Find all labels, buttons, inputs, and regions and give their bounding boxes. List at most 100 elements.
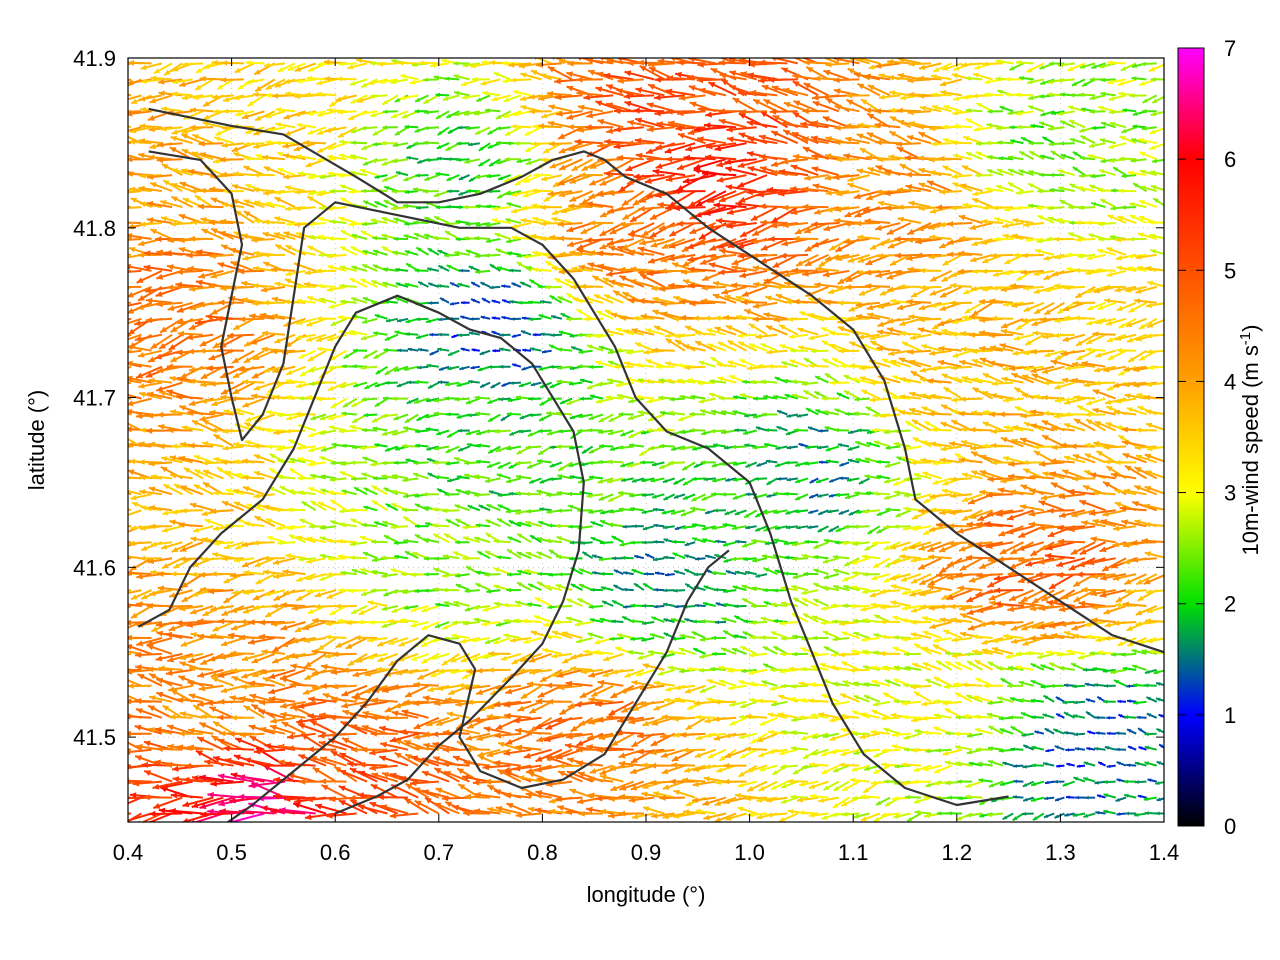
wind-arrow <box>637 748 665 755</box>
wind-arrow <box>197 668 224 678</box>
wind-arrow <box>955 715 973 720</box>
colorbar-tick-label: 6 <box>1224 147 1236 172</box>
wind-arrow <box>947 811 962 816</box>
wind-arrow <box>132 780 162 787</box>
wind-arrow <box>942 700 962 706</box>
wind-arrow <box>818 712 840 719</box>
wind-arrow <box>1030 796 1045 802</box>
wind-arrow <box>128 683 152 689</box>
x-tick-label: 0.4 <box>113 840 144 865</box>
wind-arrow <box>740 700 758 709</box>
y-axis-title: latitude (°) <box>24 390 49 491</box>
wind-arrow <box>832 681 850 687</box>
wind-arrow <box>977 761 993 767</box>
wind-arrow <box>1055 696 1065 703</box>
wind-arrow <box>187 744 214 751</box>
wind-arrow <box>841 780 860 792</box>
wind-arrow <box>860 794 880 800</box>
wind-arrow <box>414 799 440 815</box>
wind-arrow <box>504 712 532 719</box>
wind-arrow <box>870 729 891 735</box>
wind-arrow <box>1062 700 1075 705</box>
wind-arrow <box>871 709 891 719</box>
wind-arrow <box>1126 699 1137 703</box>
wind-arrow <box>457 682 480 689</box>
wind-arrow <box>975 747 993 752</box>
wind-arrow <box>289 681 316 688</box>
wind-arrow <box>713 716 737 722</box>
wind-arrow <box>1054 745 1065 751</box>
wind-arrow <box>1116 761 1127 767</box>
wind-arrow <box>268 668 296 679</box>
wind-arrow <box>238 774 275 783</box>
wind-arrow <box>143 794 173 801</box>
wind-arrow <box>954 745 973 751</box>
wind-arrow <box>659 794 686 801</box>
wind-arrow <box>546 748 573 762</box>
wind-arrow <box>358 770 388 783</box>
wind-arrow <box>292 802 327 815</box>
wind-arrow <box>434 802 460 815</box>
wind-arrow <box>893 812 911 819</box>
wind-arrow <box>224 757 255 767</box>
wind-arrow <box>199 774 234 783</box>
wind-arrow <box>851 764 870 772</box>
wind-arrow <box>370 730 398 737</box>
wind-arrow <box>1155 781 1164 785</box>
wind-arrow <box>558 684 583 691</box>
x-tick-label: 1.4 <box>1149 840 1180 865</box>
wind-arrow <box>441 761 470 767</box>
wind-arrow <box>903 732 922 740</box>
wind-arrow <box>535 748 563 763</box>
wind-arrow <box>182 796 214 808</box>
wind-arrow <box>884 679 901 687</box>
wind-arrow <box>1008 715 1024 720</box>
wind-arrow <box>433 767 460 783</box>
wind-arrow <box>143 769 173 783</box>
wind-arrow <box>961 682 983 688</box>
wind-arrow <box>220 684 245 694</box>
wind-arrow <box>761 680 778 687</box>
wind-arrow <box>1138 746 1147 751</box>
wind-arrow <box>975 677 994 687</box>
wind-arrow <box>147 666 173 673</box>
wind-arrow <box>685 716 707 731</box>
wind-arrow <box>525 791 552 799</box>
wind-arrow <box>437 684 460 691</box>
wind-arrow <box>748 681 768 687</box>
wind-arrow <box>1104 745 1116 751</box>
wind-arrow <box>477 748 501 757</box>
wind-arrow <box>881 748 901 754</box>
wind-arrow <box>649 762 675 769</box>
wind-arrow <box>790 794 809 800</box>
wind-arrow <box>1156 797 1164 802</box>
wind-arrow <box>321 784 347 799</box>
wind-arrows <box>128 58 1164 822</box>
wind-arrow <box>350 724 378 735</box>
wind-arrow <box>630 780 655 791</box>
wind-arrow <box>1155 811 1164 816</box>
wind-arrow <box>207 791 244 799</box>
wind-arrow <box>830 748 850 755</box>
wind-arrow <box>234 737 265 751</box>
wind-arrow <box>1158 713 1164 718</box>
wind-arrow <box>1018 698 1034 703</box>
wind-arrow <box>999 728 1014 735</box>
wind-arrow <box>901 762 921 768</box>
wind-arrow <box>778 812 799 822</box>
wind-arrow <box>425 716 450 727</box>
wind-arrow <box>210 780 244 787</box>
wind-arrow <box>618 810 644 817</box>
wind-arrow <box>1076 764 1086 768</box>
wind-arrow <box>674 697 696 703</box>
wind-arrow <box>631 812 655 820</box>
wind-arrow <box>933 713 952 719</box>
wind-arrow <box>597 679 624 687</box>
wind-arrow <box>681 777 706 784</box>
wind-arrow <box>759 716 778 727</box>
wind-arrow <box>705 732 727 738</box>
wind-arrow <box>1002 812 1014 821</box>
wind-arrow <box>808 780 829 790</box>
wind-arrow <box>723 796 747 805</box>
wind-arrow <box>198 684 224 692</box>
